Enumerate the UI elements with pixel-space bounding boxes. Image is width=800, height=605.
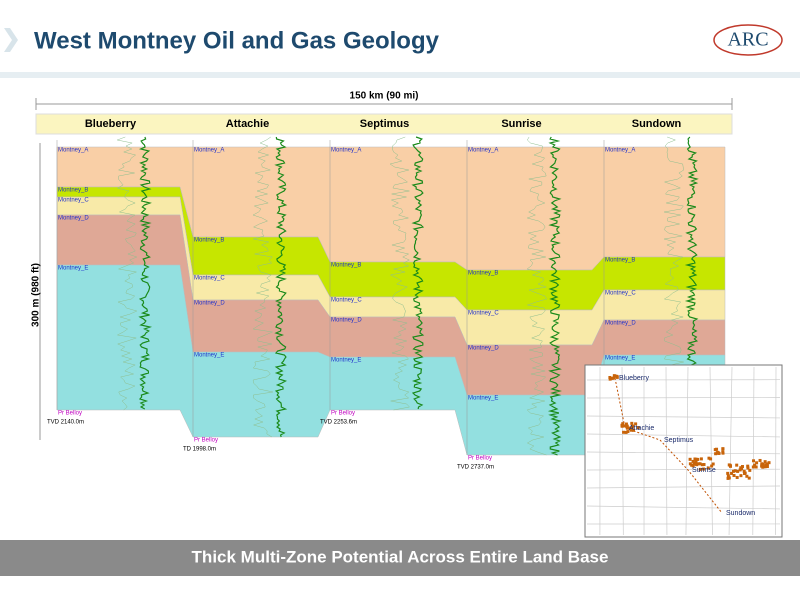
acreage [700, 457, 703, 460]
acreage [721, 447, 724, 450]
zone-label: Montney_A [331, 148, 361, 154]
acreage [608, 376, 611, 379]
map-label: Sunrise [692, 467, 716, 474]
acreage [696, 458, 699, 461]
title-rule [0, 72, 800, 78]
zone-label: Montney_A [194, 148, 224, 154]
acreage [748, 477, 751, 480]
map-label: Septimus [664, 437, 694, 444]
acreage [622, 431, 625, 434]
acreage [752, 459, 755, 462]
map-label: Attachie [629, 425, 654, 432]
zone-label: Montney_E [194, 353, 224, 359]
zone-label: Montney_C [468, 311, 499, 317]
zone-label: Pr Belloy [331, 411, 355, 417]
acreage [712, 463, 715, 466]
acreage [721, 450, 724, 453]
zone-label: Montney_D [605, 321, 636, 327]
acreage [759, 459, 762, 462]
zone-label: Montney_A [605, 148, 635, 154]
zone-label: Montney_D [331, 318, 362, 324]
zone-label: Montney_C [605, 291, 636, 297]
acreage [733, 474, 736, 477]
zone-label: Montney_D [58, 216, 89, 222]
vertical-scale: 300 m (980 ft) [31, 263, 42, 327]
acreage [623, 424, 626, 427]
zone-label: Montney_C [58, 198, 89, 204]
acreage [625, 431, 628, 434]
tvd-label: TVD 2140.0m [47, 420, 84, 426]
slide-title: West Montney Oil and Gas Geology [34, 27, 440, 54]
zone-label: Montney_E [468, 396, 498, 402]
acreage [743, 470, 746, 473]
zone-label: Montney_B [468, 271, 498, 277]
footer-text: Thick Multi-Zone Potential Across Entire… [192, 547, 609, 566]
map-label: Blueberry [619, 375, 649, 382]
zone-label: Montney_E [605, 356, 635, 362]
zone-label: Montney_A [58, 148, 88, 154]
acreage [729, 464, 732, 467]
acreage [753, 464, 756, 467]
tvd-label: TVD 2737.0m [457, 465, 494, 471]
zone-label: Montney_E [331, 358, 361, 364]
acreage [764, 460, 767, 463]
acreage [717, 452, 720, 455]
well-name: Sundown [632, 118, 682, 130]
acreage [612, 376, 615, 379]
zone-label: Montney_B [194, 238, 224, 244]
acreage [739, 474, 742, 477]
acreage [703, 463, 706, 466]
zone-label: Pr Belloy [468, 456, 492, 462]
acreage [728, 476, 731, 479]
zone-label: Montney_C [331, 298, 362, 304]
well-name: Sunrise [501, 118, 541, 130]
acreage [760, 464, 763, 467]
logo: ARC [727, 29, 768, 51]
well-name: Blueberry [85, 118, 137, 130]
zone-label: Montney_B [605, 258, 635, 264]
well-name: Attachie [226, 118, 269, 130]
tvd-label: TVD 2253.6m [320, 420, 357, 426]
acreage [736, 476, 739, 479]
acreage [726, 472, 729, 475]
horizontal-scale: 150 km (90 mi) [350, 91, 419, 102]
zone-label: Pr Belloy [194, 438, 218, 444]
acreage [689, 458, 692, 461]
acreage [689, 462, 692, 465]
acreage [739, 466, 742, 469]
acreage [735, 464, 738, 467]
zone-label: Montney_A [468, 148, 498, 154]
zone-label: Montney_E [58, 266, 88, 272]
acreage [746, 467, 749, 470]
zone-label: Montney_D [194, 301, 225, 307]
location-map: Blueberry Attachie Septimus Sunrise Sundown [585, 365, 782, 537]
map-label: Sundown [726, 510, 755, 517]
acreage [707, 457, 710, 460]
zone-label: Montney_B [58, 188, 88, 194]
acreage [715, 448, 718, 451]
acreage [736, 470, 739, 473]
zone-label: Montney_D [468, 346, 499, 352]
tvd-label: TD 1998.0m [183, 447, 216, 453]
zone-label: Montney_C [194, 276, 225, 282]
zone-label: Montney_B [331, 263, 361, 269]
acreage [764, 463, 767, 466]
zone-label: Pr Belloy [58, 411, 82, 417]
well-name: Septimus [360, 118, 410, 130]
acreage [693, 457, 696, 460]
